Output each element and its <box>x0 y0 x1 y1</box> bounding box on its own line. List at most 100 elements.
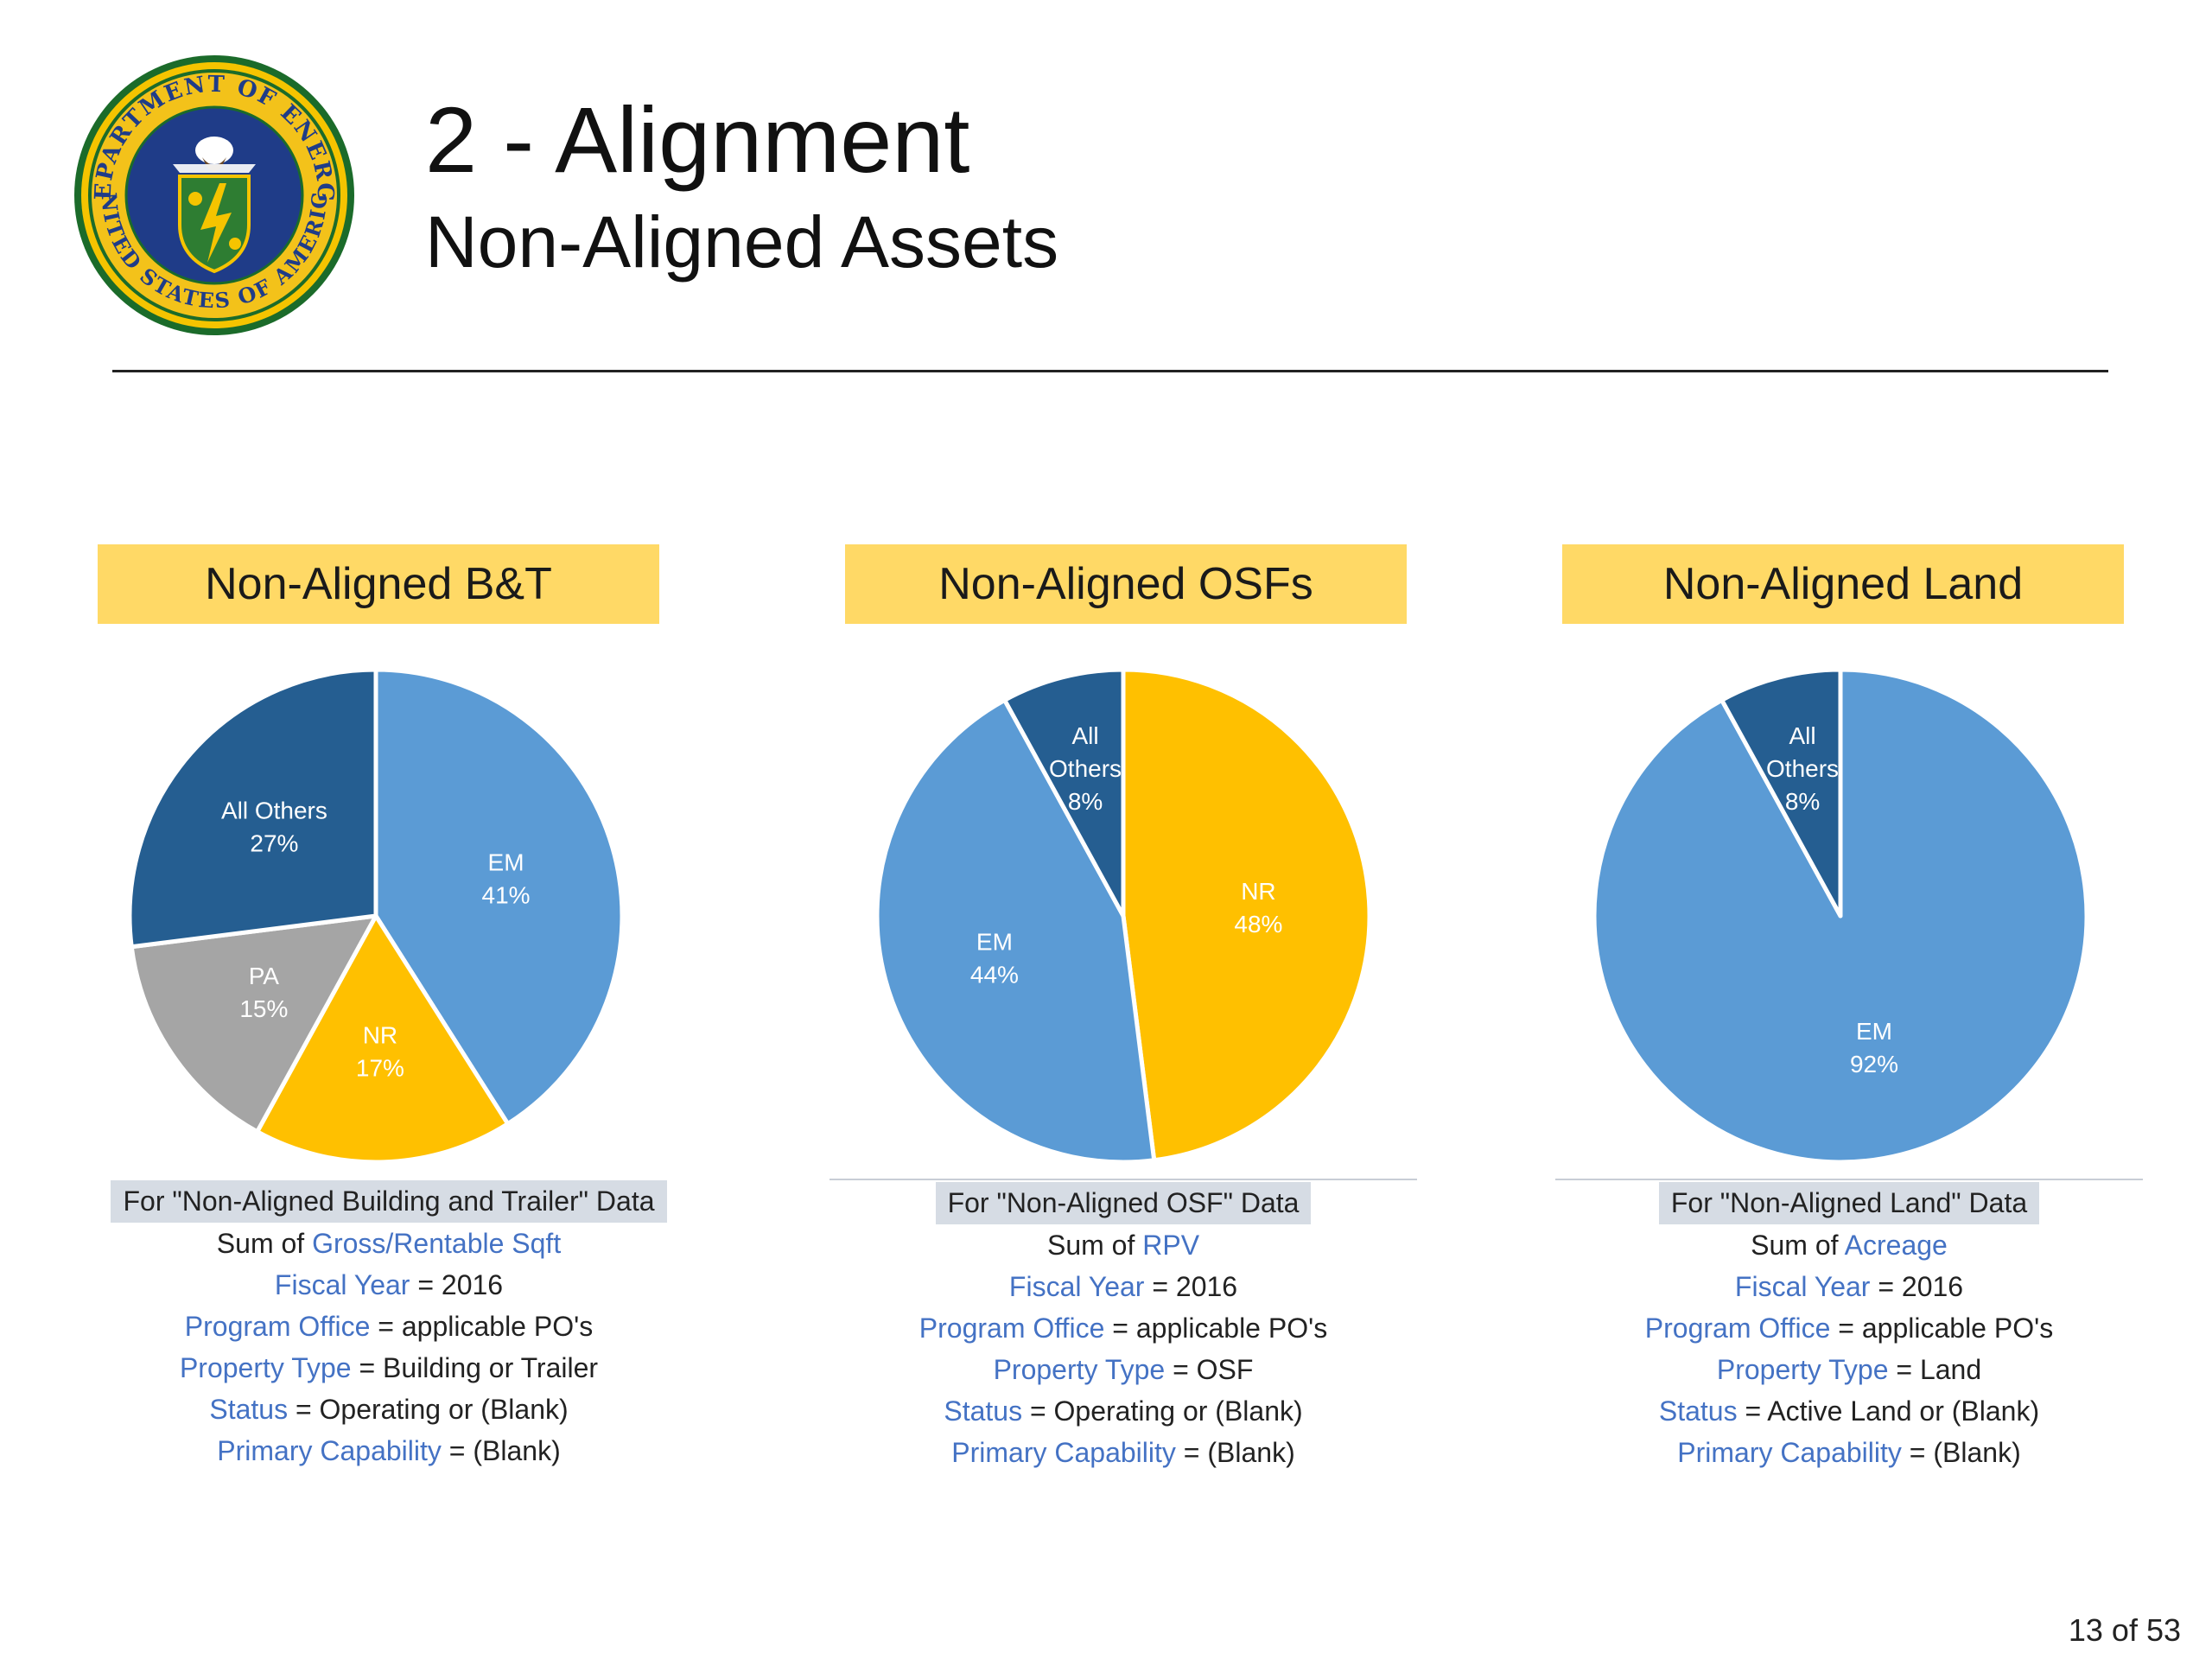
panel-bt: Non-Aligned B&T <box>98 544 659 624</box>
pie-category-label: All Others <box>221 797 327 823</box>
notes-line: Fiscal Year = 2016 <box>1555 1266 2143 1307</box>
page-number: 13 of 53 <box>2068 1612 2181 1648</box>
pie-category-label: All <box>1071 722 1098 749</box>
notes-land: For "Non-Aligned Land" Data Sum of Acrea… <box>1555 1179 2143 1473</box>
notes-field-name: Fiscal Year <box>1734 1271 1871 1302</box>
notes-field-name: Status <box>1658 1395 1738 1427</box>
notes-field-value: = applicable PO's <box>370 1311 594 1342</box>
pie-category-label: EM <box>488 849 524 875</box>
notes-line: Program Office = applicable PO's <box>830 1307 1417 1349</box>
notes-field-value: = (Blank) <box>1901 1437 2021 1468</box>
notes-field-name: Program Office <box>184 1311 371 1342</box>
notes-field-value: = OSF <box>1165 1354 1254 1385</box>
notes-field-value: = 2016 <box>410 1269 504 1300</box>
notes-line: Fiscal Year = 2016 <box>95 1264 683 1306</box>
pie-value-label: 92% <box>1850 1051 1898 1077</box>
pie-category-label: EM <box>976 928 1013 955</box>
notes-field-value: = Land <box>1888 1354 1982 1385</box>
pie-value-label: 48% <box>1234 911 1282 938</box>
pie-value-label: 27% <box>250 830 298 856</box>
notes-line: Property Type = Land <box>1555 1349 2143 1390</box>
notes-line: Property Type = OSF <box>830 1349 1417 1390</box>
pie-value-label: 44% <box>970 961 1019 988</box>
pie-slice-all-others <box>1719 667 1843 918</box>
notes-heading: For "Non-Aligned Building and Trailer" D… <box>111 1180 667 1223</box>
pie-slice-nr <box>1121 667 1372 1163</box>
notes-field-value: = (Blank) <box>1175 1437 1295 1468</box>
pie-category-label: EM <box>1856 1018 1892 1045</box>
pie-category-label: Others <box>1049 755 1122 782</box>
notes-field-value: = Active Land or (Blank) <box>1737 1395 2040 1427</box>
notes-field-value: = 2016 <box>1144 1271 1238 1302</box>
notes-line: Fiscal Year = 2016 <box>830 1266 1417 1307</box>
pie-chart-land: EM 92% All Others 8% <box>1581 657 2100 1175</box>
pie-category-label: Others <box>1766 755 1839 782</box>
notes-line: Program Office = applicable PO's <box>95 1306 683 1347</box>
pie-slice-pa <box>129 913 378 1135</box>
notes-field-value: = 2016 <box>1870 1271 1964 1302</box>
notes-field-name: Property Type <box>1716 1354 1889 1385</box>
notes-field-name: Program Office <box>918 1313 1105 1344</box>
notes-prefix: Sum of <box>1751 1230 1845 1261</box>
panel-osf: Non-Aligned OSFs <box>845 544 1407 624</box>
notes-field-name: Status <box>209 1394 289 1425</box>
pie-category-label: All <box>1789 722 1815 749</box>
pie-chart-bt: EM 41% NR 17% PA 15% All Others 27% <box>117 657 635 1175</box>
pie-value-label: 15% <box>239 995 288 1022</box>
notes-osf: For "Non-Aligned OSF" Data Sum of RPV Fis… <box>830 1179 1417 1473</box>
chart-title-osf: Non-Aligned OSFs <box>845 544 1407 624</box>
notes-line: Primary Capability = (Blank) <box>95 1430 683 1471</box>
notes-field-name: Status <box>944 1395 1023 1427</box>
notes-line: Property Type = Building or Trailer <box>95 1347 683 1389</box>
notes-divider <box>1555 1179 2143 1180</box>
notes-field-value: = applicable PO's <box>1830 1313 2054 1344</box>
notes-field-name: Fiscal Year <box>1008 1271 1145 1302</box>
chart-title-bt: Non-Aligned B&T <box>98 544 659 624</box>
notes-prefix: Sum of <box>216 1228 313 1259</box>
pie-value-label: 17% <box>356 1055 404 1082</box>
notes-field-name: Property Type <box>179 1352 352 1383</box>
pie-chart-osf: NR 48% EM 44% All Others 8% <box>864 657 1382 1175</box>
notes-field-value: = Operating or (Blank) <box>1022 1395 1303 1427</box>
page-title: 2 - Alignment <box>425 87 970 192</box>
doe-seal-logo: DEPARTMENT OF ENERGY UNITED STATES OF AM… <box>73 54 354 335</box>
panel-land: Non-Aligned Land <box>1562 544 2124 624</box>
pie-svg-land: EM 92% All Others 8% <box>1592 667 2089 1165</box>
notes-field-name: Primary Capability <box>217 1435 442 1466</box>
pie-slice-em <box>874 697 1157 1165</box>
notes-line: Status = Active Land or (Blank) <box>1555 1390 2143 1432</box>
notes-line: Status = Operating or (Blank) <box>95 1389 683 1430</box>
notes-heading: For "Non-Aligned OSF" Data <box>935 1182 1312 1224</box>
notes-field-name: Primary Capability <box>1677 1437 1902 1468</box>
notes-line: Program Office = applicable PO's <box>1555 1307 2143 1349</box>
notes-prefix: Sum of <box>1046 1230 1143 1261</box>
notes-line: Primary Capability = (Blank) <box>830 1432 1417 1473</box>
notes-line: Sum of Gross/Rentable Sqft <box>95 1223 683 1264</box>
notes-field-name: RPV <box>1142 1230 1200 1261</box>
notes-bt: For "Non-Aligned Building and Trailer" D… <box>95 1179 683 1471</box>
notes-field-value: = applicable PO's <box>1104 1313 1328 1344</box>
pie-slice-all-others <box>127 667 378 950</box>
pie-slice-nr <box>255 913 511 1165</box>
notes-field-value: = Building or Trailer <box>351 1352 599 1383</box>
notes-field-name: Property Type <box>993 1354 1166 1385</box>
pie-category-label: NR <box>363 1022 397 1049</box>
notes-field-name: Gross/Rentable Sqft <box>312 1228 562 1259</box>
pie-slice-all-others <box>1002 667 1126 918</box>
notes-field-name: Primary Capability <box>951 1437 1176 1468</box>
pie-svg-osf: NR 48% EM 44% All Others 8% <box>874 667 1372 1165</box>
notes-line: Status = Operating or (Blank) <box>830 1390 1417 1432</box>
notes-line: Sum of Acreage <box>1555 1224 2143 1266</box>
pie-category-label: NR <box>1241 878 1275 905</box>
chart-title-land: Non-Aligned Land <box>1562 544 2124 624</box>
pie-svg-bt: EM 41% NR 17% PA 15% All Others 27% <box>127 667 625 1165</box>
pie-category-label: PA <box>249 963 280 989</box>
pie-value-label: 8% <box>1068 788 1103 815</box>
notes-field-name: Acreage <box>1844 1230 1948 1261</box>
title-divider <box>112 370 2108 372</box>
notes-heading: For "Non-Aligned Land" Data <box>1658 1182 2040 1224</box>
pie-value-label: 41% <box>482 881 531 908</box>
notes-field-value: = (Blank) <box>441 1435 561 1466</box>
notes-field-value: = Operating or (Blank) <box>288 1394 569 1425</box>
notes-divider <box>830 1179 1417 1180</box>
